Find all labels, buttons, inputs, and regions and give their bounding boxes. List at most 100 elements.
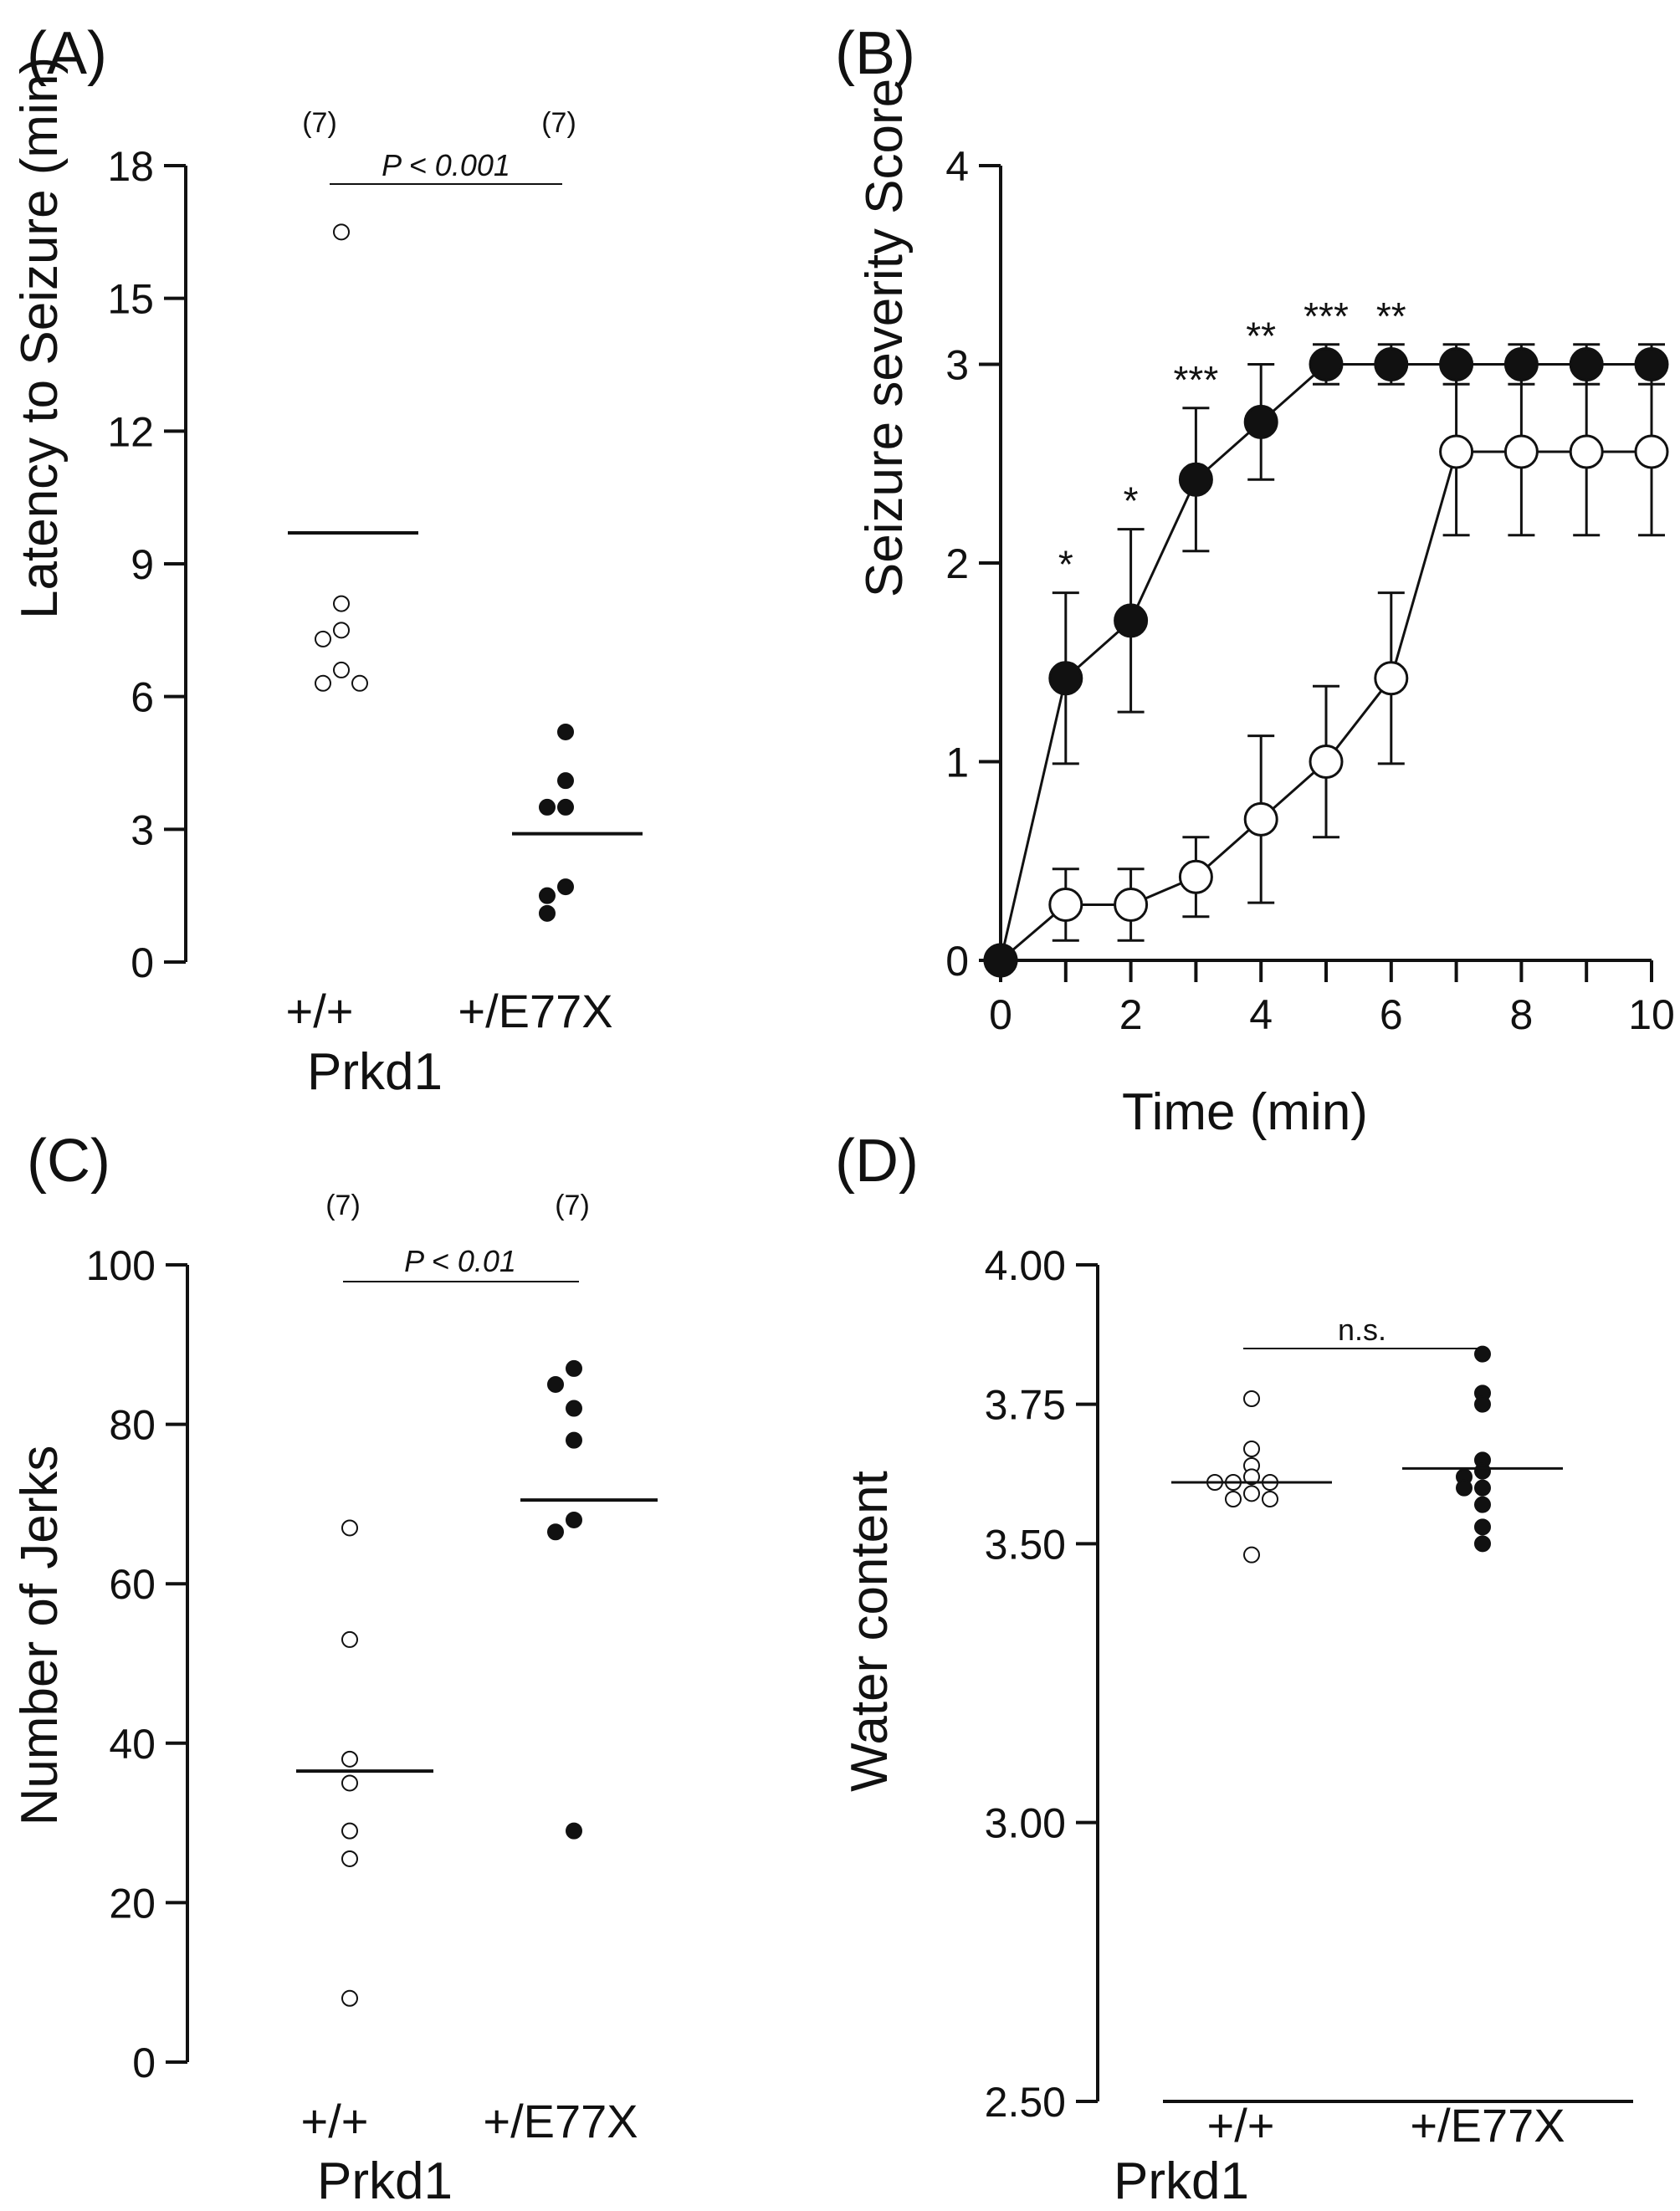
panel-a-data-point xyxy=(333,661,350,678)
panel-c-data-point xyxy=(341,1850,358,1867)
panel-b-severity-chart: (B) Seizure severity Score Time (min) 0 1… xyxy=(835,20,1675,1141)
panel-c-jerks-chart: (C) Number of Jerks Prkd1 +/+ +/E77X (7)… xyxy=(11,1128,658,2210)
panel-a-data-point xyxy=(557,798,574,816)
panel-d-marks xyxy=(1171,1345,1563,1564)
panel-d-data-point xyxy=(1243,1390,1260,1407)
panel-d-letter: (D) xyxy=(835,1128,919,1195)
panel-a-data-point xyxy=(351,674,368,692)
panel-c-data-point xyxy=(341,1750,358,1768)
panel-a-data-point xyxy=(333,622,350,639)
panel-a-latency-chart: (A) Latency to Seizure (min) Prkd1 +/+ +… xyxy=(11,20,643,1101)
panel-c-data-point xyxy=(341,1630,358,1648)
panel-a-category-label-wt: +/+ xyxy=(286,985,354,1037)
panel-a-significance-text: P < 0.001 xyxy=(382,148,510,182)
panel-b-data-point-filled xyxy=(1439,347,1474,381)
panel-b-data-point-filled xyxy=(1114,603,1149,638)
panel-b-data-point-filled xyxy=(1178,462,1213,497)
panel-b-letter: (B) xyxy=(835,20,915,87)
panel-d-data-point xyxy=(1474,1535,1491,1553)
panel-b-data-point-filled xyxy=(1374,347,1409,381)
panel-a-data-point xyxy=(557,772,574,790)
panel-d-x-axis-title: Prkd1 xyxy=(1114,2152,1249,2210)
panel-a-data-point xyxy=(315,630,331,647)
panel-a-y-tick-label: 12 xyxy=(107,408,154,455)
panel-c-y-axis-title: Number of Jerks xyxy=(11,1446,69,1826)
panel-b-series-line-filled xyxy=(999,363,1652,961)
panel-b-significance-stars: *** xyxy=(1174,358,1219,402)
panel-b-x-tick-label: 10 xyxy=(1628,991,1675,1038)
panel-b-significance-stars: *** xyxy=(1304,294,1349,338)
panel-c-y-tick-label: 100 xyxy=(86,1242,156,1289)
panel-b-significance-stars: * xyxy=(1124,479,1139,523)
panel-a-y-tick-label: 0 xyxy=(131,939,154,986)
panel-b-data-point-open xyxy=(1048,888,1083,922)
panel-b-y-tick-label: 2 xyxy=(945,540,969,587)
panel-d-water-chart: (D) Water content Prkd1 +/+ +/E77X n.s. … xyxy=(835,1128,1633,2210)
panel-d-category-label-mut: +/E77X xyxy=(1410,2099,1565,2152)
panel-c-x-axis-title: Prkd1 xyxy=(317,2152,453,2210)
panel-d-y-tick-label: 4.00 xyxy=(985,1242,1066,1289)
panel-c-y-tick-label: 80 xyxy=(109,1402,156,1449)
panel-b-y-tick-label: 4 xyxy=(945,143,969,190)
panel-c-category-label-mut: +/E77X xyxy=(483,2095,638,2147)
panel-a-y-tick-label: 3 xyxy=(131,806,154,853)
panel-d-y-tick-label: 3.75 xyxy=(985,1382,1066,1429)
panel-c-n-label-mut: (7) xyxy=(555,1190,590,1221)
panel-d-data-point xyxy=(1474,1479,1491,1497)
panel-b-x-tick-label: 4 xyxy=(1249,991,1273,1038)
panel-a-y-axis-title: Latency to Seizure (min) xyxy=(11,57,69,619)
panel-c-y-tick-label: 20 xyxy=(109,1880,156,1927)
panel-b-data-point-open xyxy=(1243,801,1278,837)
panel-b-data-point-filled xyxy=(1048,661,1083,696)
panel-c-data-point xyxy=(566,1511,582,1528)
panel-d-data-point xyxy=(1474,1518,1491,1536)
panel-c-data-point xyxy=(547,1375,564,1393)
panel-a-letter: (A) xyxy=(27,20,107,87)
panel-b-marks: ******* *** ** xyxy=(983,294,1669,978)
panel-b-data-point-filled xyxy=(1569,347,1604,381)
panel-a-category-label-mut: +/E77X xyxy=(458,985,612,1037)
panel-c-data-point xyxy=(341,1989,358,2007)
panel-b-data-point-filled xyxy=(1503,347,1539,381)
panel-d-data-point xyxy=(1456,1479,1473,1497)
panel-b-significance-stars: * xyxy=(1058,543,1073,586)
panel-a-y-tick-label: 9 xyxy=(131,541,154,588)
panel-b-x-tick-label: 6 xyxy=(1380,991,1403,1038)
panel-a-data-point xyxy=(333,223,350,241)
panel-c-data-point xyxy=(566,1431,582,1449)
panel-b-x-tick-label: 0 xyxy=(989,991,1012,1038)
panel-b-data-point-open xyxy=(1634,434,1669,469)
panel-d-data-point xyxy=(1474,1496,1491,1513)
panel-d-data-point xyxy=(1243,1485,1260,1502)
panel-b-data-point-filled xyxy=(1243,404,1278,439)
panel-b-x-tick-label: 2 xyxy=(1119,991,1143,1038)
panel-b-data-point-open xyxy=(1503,434,1539,469)
panel-d-y-axis-title: Water content xyxy=(841,1471,899,1792)
panel-b-y-tick-label: 3 xyxy=(945,342,969,389)
panel-b-data-point-open xyxy=(1374,661,1409,696)
panel-a-data-point xyxy=(539,904,556,922)
panel-b-axes: 0 1 2 3 4 0 2 4 6 8 10 xyxy=(945,143,1675,1038)
panel-a-data-point xyxy=(315,674,331,692)
panel-a-y-tick-label: 18 xyxy=(107,143,154,190)
panel-b-significance-stars: ** xyxy=(1246,315,1276,358)
panel-d-data-point xyxy=(1474,1395,1491,1413)
panel-d-category-label-wt: +/+ xyxy=(1207,2099,1275,2152)
panel-a-n-label-mut: (7) xyxy=(541,107,576,139)
panel-d-y-tick-label: 3.50 xyxy=(985,1521,1066,1568)
panel-c-significance-text: P < 0.01 xyxy=(404,1244,516,1278)
panel-b-y-tick-label: 0 xyxy=(945,938,969,985)
panel-c-data-point xyxy=(566,1359,582,1377)
panel-b-data-point-open xyxy=(1178,859,1213,894)
panel-b-x-tick-label: 8 xyxy=(1509,991,1533,1038)
panel-d-axes: 2.50 3.00 3.50 3.75 4.00 xyxy=(985,1242,1099,2126)
panel-b-y-axis-title: Seizure severity Score xyxy=(856,79,914,597)
panel-b-y-tick-label: 1 xyxy=(945,740,969,786)
panel-c-data-point xyxy=(566,1400,582,1417)
panel-a-data-point xyxy=(539,887,556,904)
panel-b-data-point-open xyxy=(1569,434,1604,469)
panel-a-y-tick-label: 15 xyxy=(107,276,154,323)
panel-d-data-point xyxy=(1243,1468,1260,1486)
panel-c-data-point xyxy=(341,1774,358,1792)
